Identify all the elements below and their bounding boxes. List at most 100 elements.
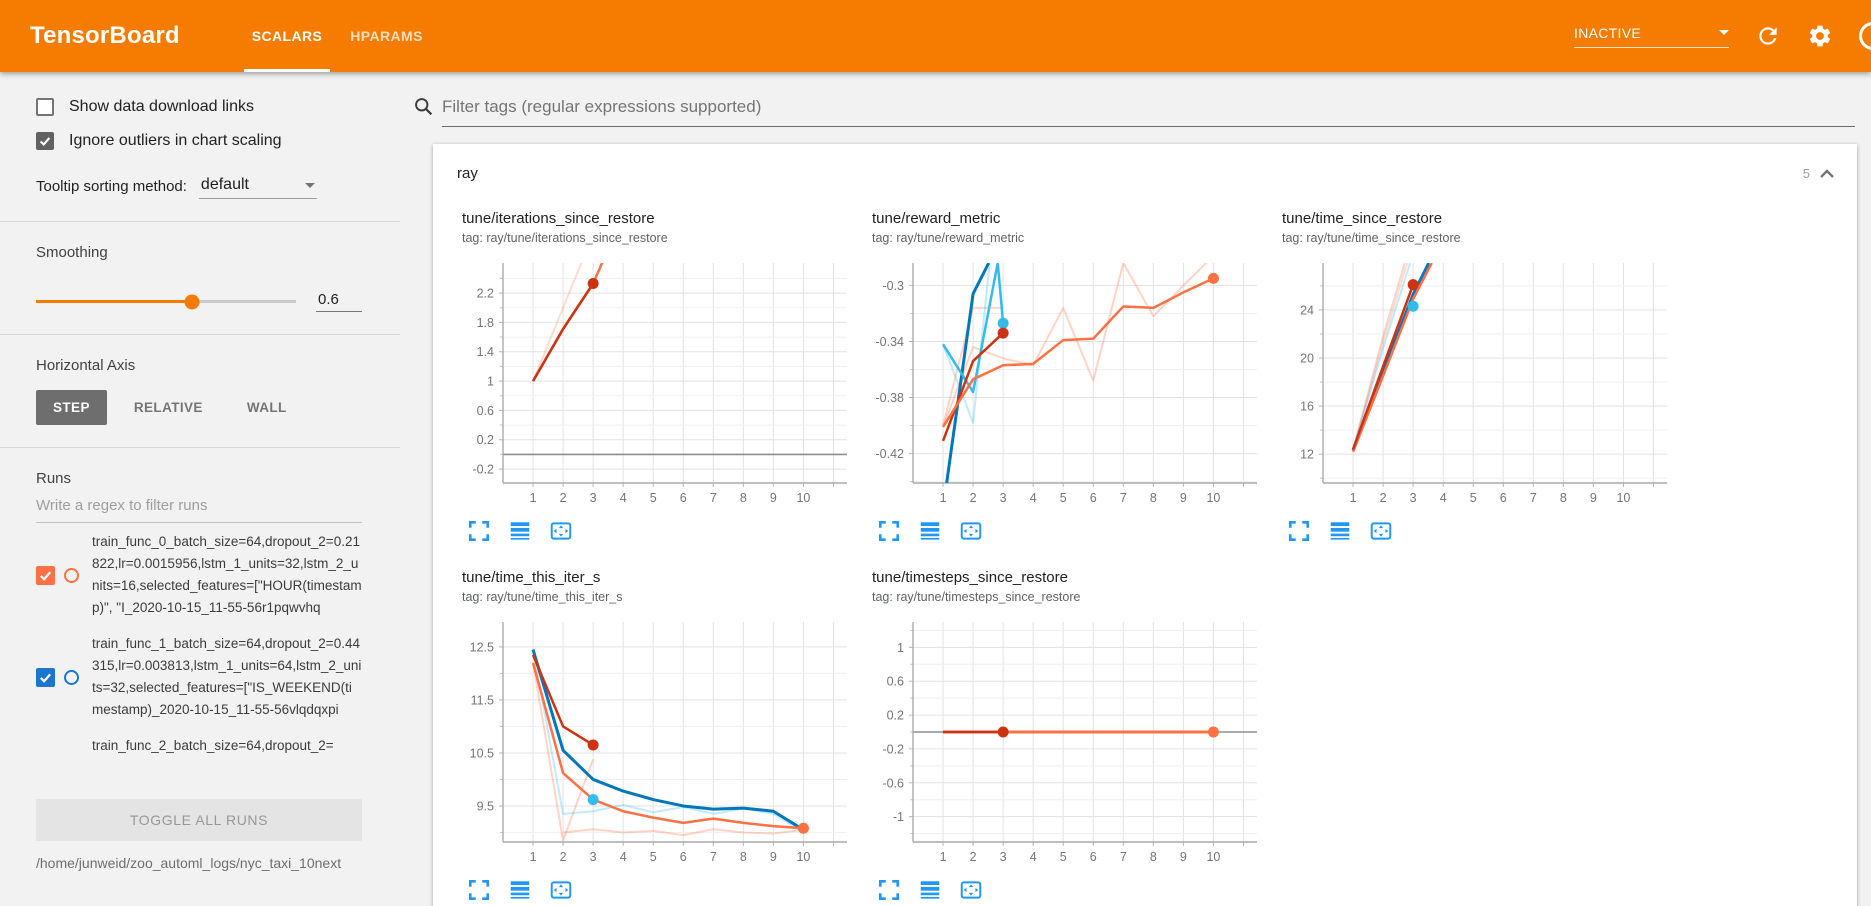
settings-sidebar: Show data download links Ignore outliers… [0, 72, 400, 906]
fit-domain-icon[interactable] [959, 878, 983, 902]
tag-filter-input[interactable] [442, 97, 1855, 117]
checkbox[interactable] [36, 98, 54, 116]
chart-tag: tag: ray/tune/time_since_restore [1282, 231, 1461, 245]
runs-selector-icon[interactable] [918, 519, 942, 543]
svg-text:3: 3 [590, 850, 597, 864]
fullscreen-icon[interactable] [877, 519, 901, 543]
tooltip-sorting-select[interactable]: default [198, 176, 317, 199]
nav-tabs: SCALARS HPARAMS [238, 0, 437, 72]
run-item-2[interactable]: train_func_2_batch_size=64,dropout_2= [36, 735, 362, 757]
svg-text:1.8: 1.8 [477, 316, 494, 330]
charts-grid: tune/iterations_since_restore tag: ray/tu… [433, 188, 1857, 906]
svg-text:0.6: 0.6 [477, 404, 494, 418]
status-dropdown[interactable]: INACTIVE [1574, 25, 1729, 48]
svg-text:9.5: 9.5 [477, 799, 494, 813]
svg-text:6: 6 [680, 491, 687, 505]
chart-plot[interactable]: -0.3 -0.34 -0.38 -0.42 1 2 3 4 5 6 7 8 9 10 [865, 257, 1267, 517]
tag-filter-row [400, 72, 1871, 127]
chart-card: tune/iterations_since_restore tag: ray/tu… [455, 210, 857, 543]
smoothing-slider-thumb[interactable] [184, 294, 200, 309]
runs-selector-icon[interactable] [1328, 519, 1352, 543]
toggle-all-runs-button[interactable]: TOGGLE ALL RUNS [36, 799, 362, 841]
svg-text:0.6: 0.6 [887, 675, 904, 689]
svg-text:2: 2 [970, 850, 977, 864]
chart-plot[interactable]: 12.5 11.5 10.5 9.5 1 2 3 4 5 6 7 8 9 10 [455, 616, 857, 876]
divider [0, 221, 400, 222]
fullscreen-icon[interactable] [467, 878, 491, 902]
smoothing-slider-fill [36, 300, 192, 303]
chart-toolbar [865, 878, 1267, 902]
axis-button-step[interactable]: STEP [36, 390, 107, 425]
svg-text:7: 7 [1530, 491, 1537, 505]
svg-text:-0.2: -0.2 [472, 463, 494, 477]
checkbox-row-1[interactable]: Ignore outliers in chart scaling [36, 132, 362, 150]
settings-gear-icon[interactable] [1807, 23, 1833, 49]
svg-text:12.5: 12.5 [470, 640, 494, 654]
svg-text:8: 8 [1560, 491, 1567, 505]
horizontal-axis-buttons: STEP RELATIVE WALL [36, 390, 362, 425]
svg-text:8: 8 [1150, 850, 1157, 864]
runs-label: Runs [36, 470, 72, 487]
tooltip-sorting-label: Tooltip sorting method: [36, 178, 187, 195]
svg-text:8: 8 [1150, 491, 1157, 505]
fit-domain-icon[interactable] [1369, 519, 1393, 543]
chart-tag: tag: ray/tune/iterations_since_restore [462, 231, 668, 245]
main-content: ray 5 tune/iterations_since_restore tag: … [400, 72, 1871, 906]
checkbox-row-0[interactable]: Show data download links [36, 98, 362, 116]
svg-text:16: 16 [1300, 400, 1314, 414]
chart-plot[interactable]: 2.2 1.8 1.4 1 0.6 0.2 -0.2 1 2 3 4 5 6 7 8 9 10 [455, 257, 857, 517]
svg-text:4: 4 [1030, 850, 1037, 864]
chart-card: tune/reward_metric tag: ray/tune/reward_m… [865, 210, 1267, 543]
tab-hparams[interactable]: HPARAMS [350, 28, 423, 44]
fullscreen-icon[interactable] [1287, 519, 1311, 543]
chart-title: tune/iterations_since_restore [462, 210, 655, 227]
svg-text:1: 1 [940, 491, 947, 505]
tag-group-name: ray [457, 165, 478, 182]
chart-title: tune/reward_metric [872, 210, 1001, 227]
svg-text:10: 10 [1616, 491, 1630, 505]
run-item-0[interactable]: train_func_0_batch_size=64,dropout_2=0.2… [36, 531, 362, 619]
chart-toolbar [865, 519, 1267, 543]
run-checkbox[interactable] [36, 565, 55, 585]
fit-domain-icon[interactable] [549, 519, 573, 543]
smoothing-value[interactable]: 0.6 [316, 291, 362, 312]
run-radio[interactable] [64, 567, 79, 583]
runs-filter-input[interactable] [36, 497, 362, 514]
svg-text:9: 9 [770, 491, 777, 505]
chart-plot[interactable]: 1 0.6 0.2 -0.2 -0.6 -1 1 2 3 4 5 6 7 8 9 10 [865, 616, 1267, 876]
fullscreen-icon[interactable] [877, 878, 901, 902]
smoothing-slider[interactable] [36, 294, 296, 309]
tooltip-sorting-row: Tooltip sorting method: default [36, 176, 362, 199]
tag-group-header[interactable]: ray 5 [433, 144, 1857, 188]
svg-text:2: 2 [1380, 491, 1387, 505]
checkbox[interactable] [36, 132, 54, 150]
axis-button-relative[interactable]: RELATIVE [133, 400, 203, 415]
tab-scalars[interactable]: SCALARS [238, 0, 336, 72]
svg-text:7: 7 [710, 850, 717, 864]
refresh-icon[interactable] [1755, 23, 1781, 49]
status-dropdown-value: INACTIVE [1574, 24, 1641, 41]
svg-text:5: 5 [1470, 491, 1477, 505]
run-radio[interactable] [64, 669, 79, 685]
help-icon[interactable] [1859, 22, 1871, 50]
run-checkbox[interactable] [36, 667, 55, 687]
svg-text:1: 1 [487, 375, 494, 389]
chart-card: tune/time_this_iter_s tag: ray/tune/time_… [455, 569, 857, 902]
chevron-up-icon[interactable] [1819, 168, 1835, 180]
svg-text:24: 24 [1300, 303, 1314, 317]
fit-domain-icon[interactable] [549, 878, 573, 902]
fit-domain-icon[interactable] [959, 519, 983, 543]
axis-button-wall[interactable]: WALL [246, 400, 287, 415]
runs-selector-icon[interactable] [508, 878, 532, 902]
svg-text:5: 5 [1060, 491, 1067, 505]
fullscreen-icon[interactable] [467, 519, 491, 543]
search-icon [415, 98, 433, 116]
runs-selector-icon[interactable] [918, 878, 942, 902]
svg-text:10: 10 [1206, 491, 1220, 505]
svg-text:2: 2 [970, 491, 977, 505]
run-item-1[interactable]: train_func_1_batch_size=64,dropout_2=0.4… [36, 633, 362, 721]
tooltip-sorting-value: default [200, 176, 249, 193]
svg-text:4: 4 [1030, 491, 1037, 505]
runs-selector-icon[interactable] [508, 519, 532, 543]
